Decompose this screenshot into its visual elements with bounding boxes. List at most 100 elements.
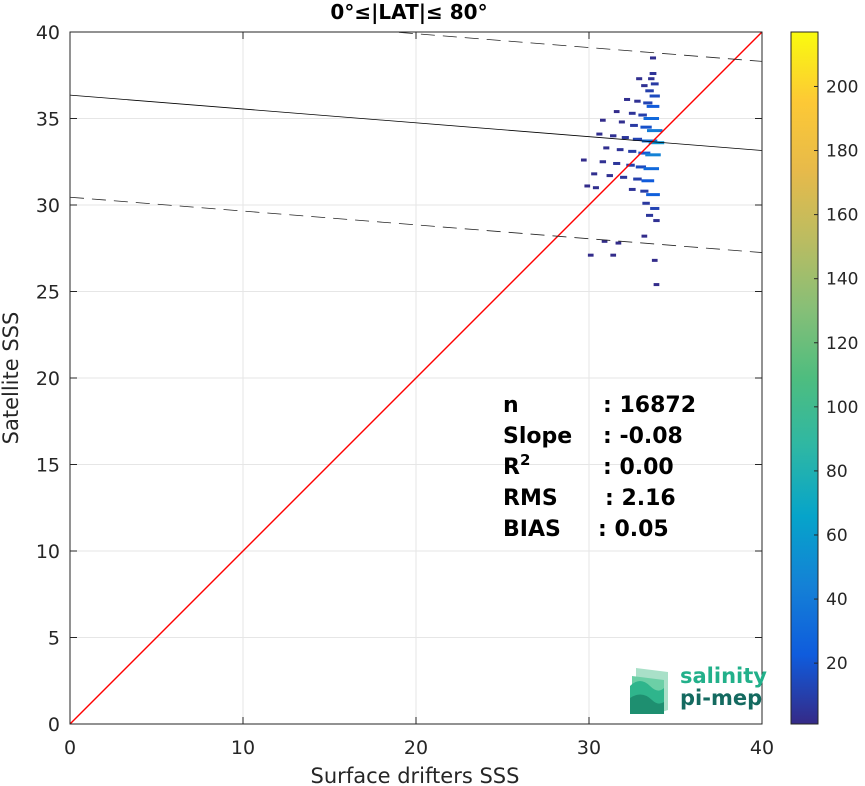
stat-value-bias: : 0.05	[598, 517, 669, 542]
colorbar-tick-label: 100	[826, 398, 858, 418]
y-tick-label: 30	[36, 195, 60, 217]
density-cell	[645, 153, 661, 157]
density-cell	[591, 172, 598, 176]
colorbar: 20 40 60 80 100 120 140 160 180 200	[790, 31, 858, 725]
logo-text-salinity: salinity	[680, 664, 767, 688]
density-cell	[626, 163, 635, 167]
density-cell	[640, 125, 652, 129]
density-cell	[584, 184, 591, 188]
density-cell	[641, 179, 655, 183]
stat-label-text: R	[503, 455, 520, 480]
stat-label-bias: BIAS	[503, 517, 561, 542]
density-cell	[640, 189, 649, 193]
density-cell	[653, 219, 660, 223]
lower-bound-line	[70, 196, 762, 253]
colorbar-tick-label: 40	[826, 590, 848, 610]
density-cell	[610, 134, 617, 138]
y-tick-label: 15	[36, 455, 60, 477]
x-tick-label: 0	[64, 737, 76, 759]
density-cell	[638, 151, 651, 155]
x-tick-label: 20	[404, 737, 428, 759]
density-cell	[599, 118, 606, 122]
density-cell	[649, 56, 657, 60]
density-cell	[601, 239, 608, 243]
stat-value-slope: : -0.08	[603, 424, 683, 449]
density-cell	[628, 187, 636, 191]
stat-value-r: : 0.00	[603, 455, 674, 480]
colorbar-tick-label: 140	[826, 270, 858, 290]
density-cell	[643, 117, 660, 120]
density-cell	[646, 213, 654, 217]
density-cell	[634, 99, 641, 103]
stat-label-rms: RMS	[503, 486, 558, 511]
marks	[70, 32, 762, 724]
density-cell	[616, 148, 624, 152]
density-cell	[649, 94, 660, 98]
density-cell	[642, 201, 650, 205]
density-cell	[643, 167, 660, 171]
x-axis-label: Surface drifters SSS	[311, 764, 520, 786]
density-cell	[633, 177, 642, 181]
colorbar-tick-label: 160	[826, 206, 858, 226]
density-cell	[596, 132, 603, 136]
density-cell	[618, 120, 625, 124]
stat-label-n: n	[503, 393, 519, 418]
y-tick-label: 5	[48, 628, 60, 650]
density-cell	[613, 110, 620, 114]
colorbar-tick-label: 80	[826, 462, 848, 482]
x-tick-label: 40	[750, 737, 774, 759]
logo-text-pi-mep: pi-mep	[680, 686, 762, 710]
density-cell	[615, 241, 622, 245]
stat-label-r: R2	[503, 451, 530, 480]
y-axis-label: Satellite SSS	[0, 312, 23, 445]
colorbar-tick-label: 20	[826, 654, 848, 674]
y-tick-label: 10	[36, 541, 60, 563]
stats-box: n : 16872 Slope : -0.08 R2 : 0.00 RMS : 2.16 BIA…	[503, 393, 696, 542]
chart-title: 0°≤|LAT|≤ 80°	[330, 0, 487, 24]
axis-ticks: 0 10 20 30 40 0 5 10 15 20 25 30 35 40	[36, 22, 774, 759]
density-cell	[638, 113, 647, 117]
colorbar-tick-label: 180	[826, 142, 858, 162]
x-tick-label: 30	[577, 737, 601, 759]
x-tick-label: 10	[231, 737, 255, 759]
y-tick-label: 0	[48, 714, 60, 736]
density-cell	[628, 149, 637, 153]
density-cell	[587, 253, 594, 257]
density-cell	[603, 146, 610, 150]
stat-label-text: n	[503, 393, 519, 418]
density-cell	[635, 165, 647, 169]
y-tick-label: 25	[36, 282, 60, 304]
upper-bound-line	[389, 32, 762, 62]
stat-label-text: BIAS	[503, 517, 561, 542]
y-tick-label: 35	[36, 109, 60, 131]
colorbar-tick-label: 60	[826, 526, 848, 546]
density-cell	[613, 161, 621, 165]
stat-value-rms: : 2.16	[605, 486, 676, 511]
density-cell	[580, 158, 587, 162]
colorbar-gradient	[790, 31, 819, 725]
density-cell	[592, 186, 599, 190]
salinity-pi-mep-logo: salinity pi-mep	[630, 664, 767, 714]
density-cell	[606, 174, 613, 178]
stat-label-slope: Slope	[503, 424, 572, 449]
density-cell	[636, 77, 643, 81]
density-cell	[645, 89, 654, 93]
y-tick-label: 20	[36, 368, 60, 390]
density-cell	[649, 72, 657, 76]
one-to-one-line	[70, 32, 762, 724]
density-cell	[630, 123, 638, 127]
density-cell	[641, 139, 658, 143]
stat-label-text: Slope	[503, 424, 572, 449]
density-cell	[641, 234, 648, 238]
density-cell	[628, 111, 636, 115]
logo-wave-icon	[630, 668, 668, 714]
stat-value-n: : 16872	[603, 393, 696, 418]
density-cell	[646, 193, 660, 197]
density-cell	[632, 137, 643, 141]
density-cell	[648, 141, 665, 145]
regression-line	[70, 94, 762, 151]
colorbar-tick-label: 200	[826, 77, 858, 97]
density-cell	[624, 97, 631, 101]
density-cell	[650, 206, 660, 210]
